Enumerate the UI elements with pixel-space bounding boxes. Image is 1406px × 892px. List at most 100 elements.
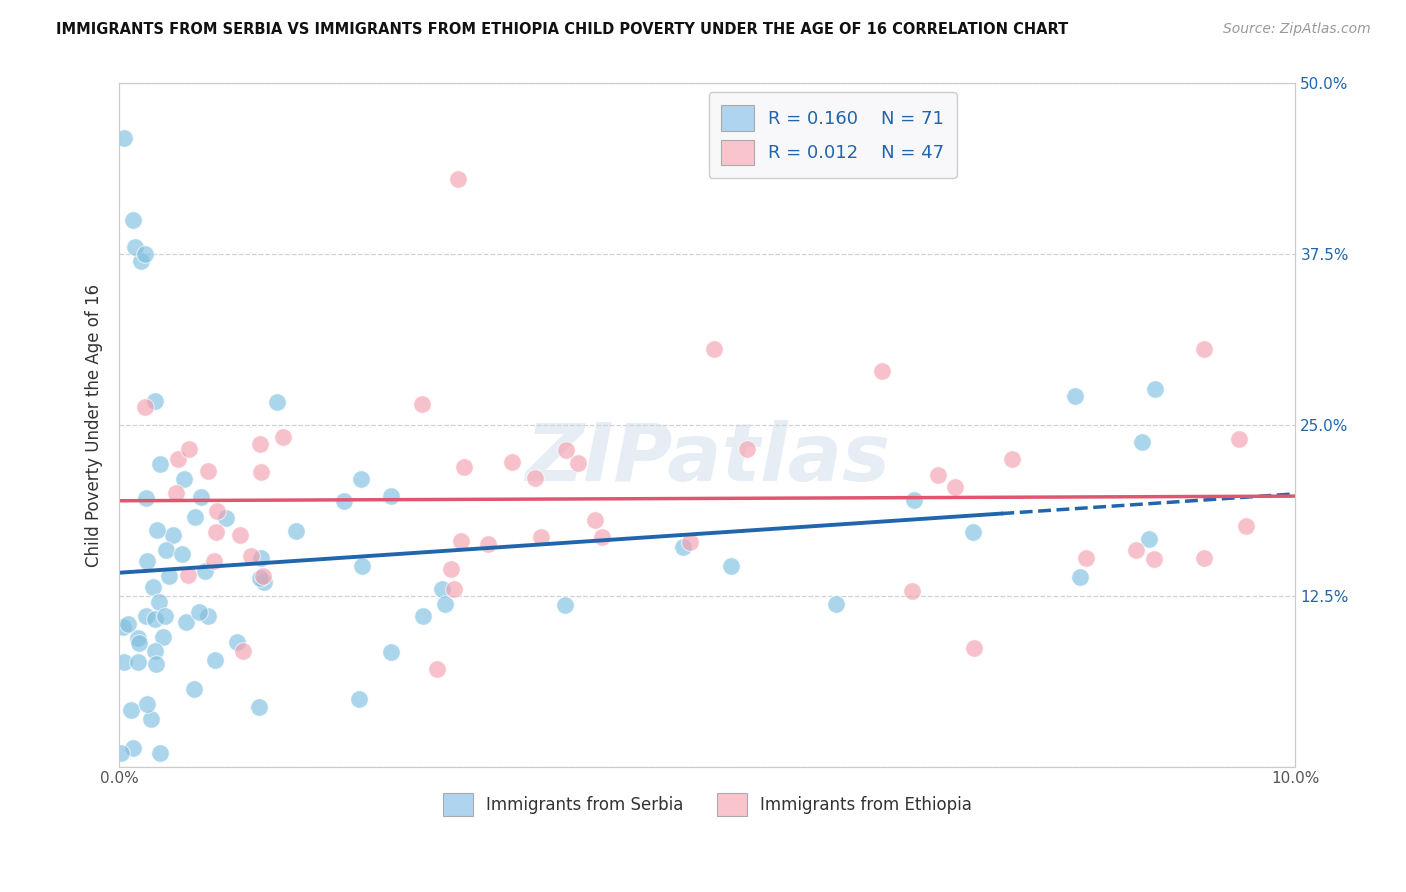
Point [1137, 533, 1160, 547]
Point [1076, 551, 1098, 566]
Point [139, 712, 162, 726]
Point [530, 530, 553, 544]
Point [174, 615, 197, 629]
Point [226, 635, 249, 649]
Point [679, 535, 702, 549]
Point [120, 703, 142, 717]
Point [1194, 343, 1216, 357]
Point [1234, 519, 1257, 533]
Point [112, 131, 135, 145]
Point [136, 697, 159, 711]
Point [411, 397, 433, 411]
Point [128, 636, 150, 650]
Point [112, 655, 135, 669]
Point [426, 663, 449, 677]
Point [253, 575, 276, 590]
Point [122, 741, 145, 756]
Point [157, 569, 180, 583]
Point [135, 491, 157, 506]
Point [152, 630, 174, 644]
Point [271, 430, 294, 444]
Point [110, 746, 132, 760]
Point [239, 549, 262, 563]
Point [1144, 383, 1167, 397]
Point [903, 493, 925, 508]
Point [177, 442, 200, 456]
Point [194, 564, 217, 578]
Point [127, 631, 149, 645]
Point [453, 460, 475, 475]
Point [143, 612, 166, 626]
Point [173, 472, 195, 486]
Point [430, 582, 453, 596]
Point [177, 568, 200, 582]
Point [183, 682, 205, 697]
Point [434, 597, 457, 611]
Point [249, 465, 271, 479]
Point [167, 451, 190, 466]
Point [149, 746, 172, 760]
Point [249, 571, 271, 585]
Point [735, 442, 758, 456]
Point [229, 527, 252, 541]
Point [943, 479, 966, 493]
Point [380, 489, 402, 503]
Point [145, 644, 167, 658]
Point [477, 537, 499, 551]
Point [870, 364, 893, 378]
Point [591, 530, 613, 544]
Point [135, 608, 157, 623]
Point [148, 595, 170, 609]
Text: IMMIGRANTS FROM SERBIA VS IMMIGRANTS FROM ETHIOPIA CHILD POVERTY UNDER THE AGE O: IMMIGRANTS FROM SERBIA VS IMMIGRANTS FRO… [56, 22, 1069, 37]
Point [501, 455, 523, 469]
Point [162, 528, 184, 542]
Point [232, 644, 254, 658]
Point [205, 525, 228, 540]
Point [1143, 552, 1166, 566]
Point [190, 490, 212, 504]
Point [252, 569, 274, 583]
Point [149, 458, 172, 472]
Point [703, 342, 725, 356]
Point [249, 550, 271, 565]
Point [440, 562, 463, 576]
Point [567, 456, 589, 470]
Point [962, 525, 984, 540]
Point [142, 580, 165, 594]
Point [900, 584, 922, 599]
Point [450, 534, 472, 549]
Point [215, 511, 238, 525]
Point [1130, 434, 1153, 449]
Point [207, 504, 229, 518]
Point [1001, 452, 1024, 467]
Point [131, 254, 153, 268]
Point [124, 240, 146, 254]
Point [554, 598, 576, 612]
Point [672, 540, 695, 554]
Point [347, 692, 370, 706]
Point [112, 620, 135, 634]
Point [165, 485, 187, 500]
Legend: Immigrants from Serbia, Immigrants from Ethiopia: Immigrants from Serbia, Immigrants from … [436, 786, 979, 823]
Point [184, 509, 207, 524]
Point [412, 609, 434, 624]
Point [332, 494, 354, 508]
Point [247, 700, 270, 714]
Point [1227, 432, 1250, 446]
Point [1125, 543, 1147, 558]
Point [447, 172, 470, 186]
Point [155, 543, 177, 558]
Point [443, 582, 465, 597]
Point [153, 609, 176, 624]
Text: Source: ZipAtlas.com: Source: ZipAtlas.com [1223, 22, 1371, 37]
Point [555, 442, 578, 457]
Point [266, 395, 288, 409]
Point [134, 400, 156, 414]
Point [284, 524, 307, 538]
Point [352, 559, 374, 574]
Point [197, 465, 219, 479]
Y-axis label: Child Poverty Under the Age of 16: Child Poverty Under the Age of 16 [86, 284, 103, 566]
Text: ZIPatlas: ZIPatlas [524, 420, 890, 498]
Point [187, 605, 209, 619]
Point [249, 436, 271, 450]
